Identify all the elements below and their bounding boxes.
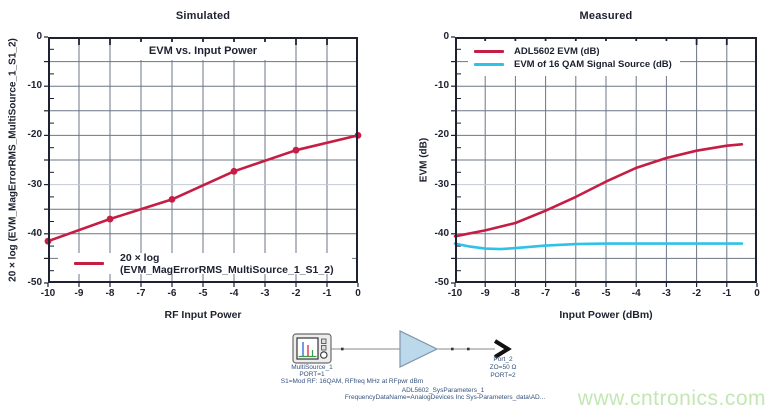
x-tick-label: -6 — [571, 288, 581, 299]
x-tick-label: 0 — [355, 288, 361, 299]
x-tick-label: -8 — [510, 288, 520, 299]
legend-line-swatch-red — [474, 50, 504, 53]
watermark: www.cntronics.com — [577, 387, 766, 410]
simulated-plot-area: EVM vs. Input Power 20 × log (EVM_MagErr… — [44, 36, 362, 287]
legend-line-swatch-red — [74, 262, 104, 265]
left-legend: 20 × log (EVM_MagErrorRMS_MultiSource_1_… — [58, 251, 352, 276]
legend-line-swatch-cyan — [474, 63, 504, 66]
right-chart-title: Measured — [579, 10, 633, 22]
amplifier-name-label: ADL5602_SysParameters_1 — [401, 387, 485, 394]
multisource-name-label: MultiSource_1 — [291, 364, 333, 371]
x-tick-label: 0 — [754, 288, 760, 299]
y-tick-label: -10 — [27, 80, 42, 92]
x-tick-label: -2 — [692, 288, 702, 299]
x-tick-label: -4 — [229, 288, 239, 299]
multisource-port-label: PORT=1 — [299, 371, 325, 378]
x-tick-label: -2 — [291, 288, 301, 299]
y-tick-label: -30 — [434, 178, 449, 190]
left-legend-label: 20 × log (EVM_MagErrorRMS_MultiSource_1_… — [120, 251, 334, 276]
x-tick-label: -8 — [105, 288, 115, 299]
x-tick-label: -5 — [198, 288, 208, 299]
legend-row-adl5602: ADL5602 EVM (dB) — [474, 46, 672, 57]
wire-node — [341, 347, 344, 351]
port2-port-label: PORT=2 — [490, 372, 516, 379]
amplifier-icon — [399, 330, 439, 368]
y-tick-label: -40 — [434, 227, 449, 239]
right-y-axis-label: EVM (dB) — [418, 137, 430, 183]
left-x-axis-label: RF Input Power — [164, 309, 242, 321]
x-tick-label: -4 — [631, 288, 641, 299]
y-tick-label: -40 — [27, 227, 42, 239]
x-tick-label: -7 — [541, 288, 551, 299]
measured-plot-area: ADL5602 EVM (dB) EVM of 16 QAM Signal So… — [451, 36, 758, 287]
x-tick-label: -9 — [74, 288, 84, 299]
x-tick-label: -10 — [40, 288, 56, 299]
port-arrow-icon — [493, 339, 512, 359]
port2-name-label: Port_2 — [493, 356, 513, 363]
legend-row-source: EVM of 16 QAM Signal Source (dB) — [474, 59, 672, 70]
y-tick-label: -10 — [434, 80, 449, 92]
wires — [331, 347, 495, 351]
simulated-plot-grid — [44, 36, 359, 287]
x-tick-label: -1 — [322, 288, 332, 299]
x-tick-label: -6 — [167, 288, 177, 299]
left-y-axis-label: 20 × log (EVM_MagErrorRMS_MultiSource_1_… — [7, 38, 19, 282]
multisource-icon — [292, 333, 332, 364]
y-tick-label: 0 — [36, 31, 42, 42]
wire-node — [451, 347, 454, 351]
x-tick-label: -9 — [480, 288, 490, 299]
y-tick-label: -30 — [27, 178, 42, 190]
x-tick-label: -3 — [661, 288, 671, 299]
inner-title-text: EVM vs. Input Power — [139, 42, 267, 60]
y-tick-label: 0 — [443, 31, 449, 42]
legend-label-source: EVM of 16 QAM Signal Source (dB) — [514, 59, 672, 70]
left-chart-title: Simulated — [175, 10, 231, 22]
legend-label-adl5602: ADL5602 EVM (dB) — [514, 46, 600, 57]
multisource-params-label: S1=Mod RF: 16QAM, RFfreq MHz at RFpwr dB… — [280, 378, 424, 385]
port2-impedance-label: ZO=50 Ω — [489, 364, 517, 371]
amplifier-params-label: FrequencyDataName=AnalogDevices Inc Sys-… — [344, 394, 546, 401]
y-tick-label: -50 — [434, 277, 449, 288]
right-x-axis-label: Input Power (dBm) — [559, 309, 653, 321]
right-legend: ADL5602 EVM (dB) EVM of 16 QAM Signal So… — [468, 41, 680, 76]
inner-title: EVM vs. Input Power — [48, 41, 358, 60]
y-tick-label: -20 — [27, 129, 42, 141]
y-tick-label: -20 — [434, 129, 449, 141]
x-tick-label: -3 — [260, 288, 270, 299]
x-tick-label: -10 — [447, 288, 463, 299]
x-tick-label: -5 — [601, 288, 611, 299]
wire-node — [467, 347, 470, 351]
x-tick-label: -1 — [722, 288, 732, 299]
x-tick-label: -7 — [136, 288, 146, 299]
y-tick-label: -50 — [27, 277, 42, 288]
schematic-diagram — [292, 330, 512, 368]
